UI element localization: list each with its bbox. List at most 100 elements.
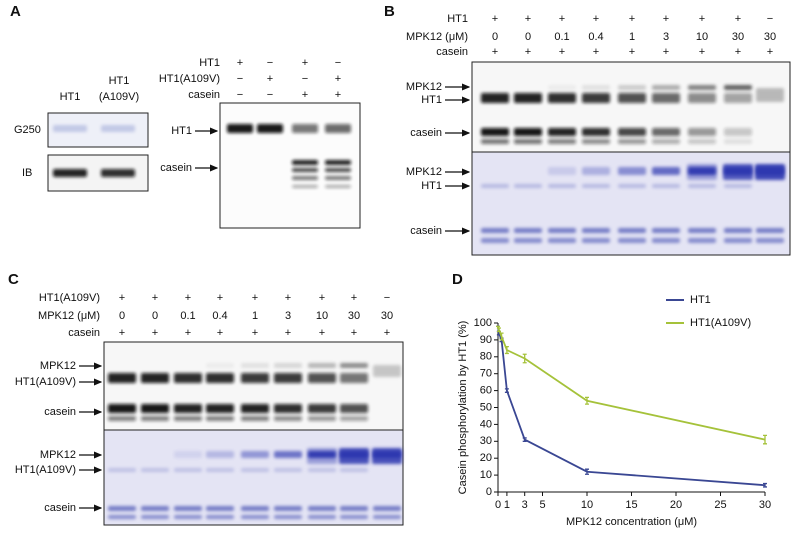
lane-value: − — [237, 73, 243, 85]
lane-value: + — [285, 292, 291, 304]
gel-band — [652, 85, 680, 90]
row-label: casein — [188, 89, 220, 101]
lane-value: 3 — [285, 310, 291, 322]
lane-value: 1 — [252, 310, 258, 322]
y-tick-label: 100 — [474, 317, 492, 329]
lane-label: HT1 — [109, 75, 130, 87]
series-line — [497, 326, 766, 487]
gel-band — [548, 139, 576, 144]
gel-band — [373, 515, 401, 519]
lane-value: + — [767, 46, 773, 58]
panel-label: C — [8, 271, 19, 288]
lane-value: + — [699, 46, 705, 58]
gel-band — [723, 164, 753, 180]
gel-band — [618, 238, 646, 243]
lane-value: + — [252, 327, 258, 339]
legend-label: HT1(A109V) — [690, 317, 751, 329]
gel-band — [174, 468, 202, 472]
row-label: HT1 — [199, 57, 220, 69]
gel-band — [274, 451, 302, 458]
gel-band — [756, 228, 784, 233]
gel-band — [108, 416, 136, 421]
series-line — [497, 326, 766, 441]
lane-value: + — [252, 292, 258, 304]
lane-value: + — [593, 46, 599, 58]
gel-band — [174, 515, 202, 519]
y-tick-label: 20 — [480, 452, 492, 464]
gel-band — [688, 228, 716, 233]
gel-band — [582, 184, 610, 188]
gel-band — [274, 363, 302, 368]
gel-band — [652, 93, 680, 103]
lane-value: + — [492, 13, 498, 25]
lane-value: 30 — [348, 310, 360, 322]
gel-band — [582, 139, 610, 144]
band-label: MPK12 — [406, 166, 442, 178]
lane-value: − — [384, 292, 390, 304]
error-bar — [499, 332, 504, 341]
gel-band — [241, 451, 269, 458]
gel-band — [339, 448, 369, 464]
gel-band — [325, 160, 351, 165]
gel-band — [340, 506, 368, 511]
gel-band — [481, 93, 509, 103]
gel-band — [688, 93, 716, 103]
gel-band — [372, 448, 402, 464]
gel-band — [688, 238, 716, 243]
band-label: HT1 — [421, 94, 442, 106]
gel-band — [206, 373, 234, 383]
gel-band — [582, 238, 610, 243]
gel-band — [724, 184, 752, 188]
gel-band — [241, 515, 269, 519]
lane-value: + — [217, 327, 223, 339]
panel-label: B — [384, 3, 395, 20]
gel-band — [308, 416, 336, 421]
gel-band — [724, 128, 752, 136]
lane-value: + — [335, 89, 341, 101]
gel-band — [652, 228, 680, 233]
gel-band — [308, 506, 336, 511]
gel-band — [101, 169, 135, 177]
gel-band — [292, 124, 318, 133]
gel-band — [241, 404, 269, 413]
gel-band — [325, 124, 351, 133]
gel-band — [274, 506, 302, 511]
gel-band — [514, 228, 542, 233]
gel-band — [292, 176, 318, 180]
gel-band — [755, 164, 785, 180]
lane-value: + — [217, 292, 223, 304]
gel-band — [141, 404, 169, 413]
gel-band — [141, 515, 169, 519]
lane-value: + — [335, 73, 341, 85]
gel-band — [724, 238, 752, 243]
gel-band — [340, 404, 368, 413]
gel-band — [308, 363, 336, 368]
error-bar — [504, 388, 509, 393]
gel-band — [652, 128, 680, 136]
error-bar — [763, 434, 767, 445]
lane-value: + — [185, 292, 191, 304]
lane-value: + — [351, 292, 357, 304]
band-label: MPK12 — [406, 81, 442, 93]
gel-band — [652, 167, 680, 175]
lane-value: + — [559, 46, 565, 58]
gel-band — [373, 365, 401, 377]
gel-band — [340, 515, 368, 519]
lane-value: + — [267, 73, 273, 85]
lane-value: 0 — [119, 310, 125, 322]
gel-band — [307, 448, 337, 464]
lane-value: + — [302, 89, 308, 101]
x-tick-label: 0 — [495, 499, 501, 511]
gel-band — [548, 167, 576, 175]
row-label: HT1 — [447, 13, 468, 25]
gel-band — [481, 184, 509, 188]
error-bar — [504, 346, 509, 355]
gel-band — [582, 167, 610, 175]
gel-band — [340, 468, 368, 472]
gel-panel — [471, 61, 791, 153]
y-tick-label: 10 — [480, 469, 492, 481]
lane-value: − — [267, 57, 273, 69]
gel-band — [582, 85, 610, 90]
lane-value: − — [302, 73, 308, 85]
band-label: HT1 — [421, 180, 442, 192]
